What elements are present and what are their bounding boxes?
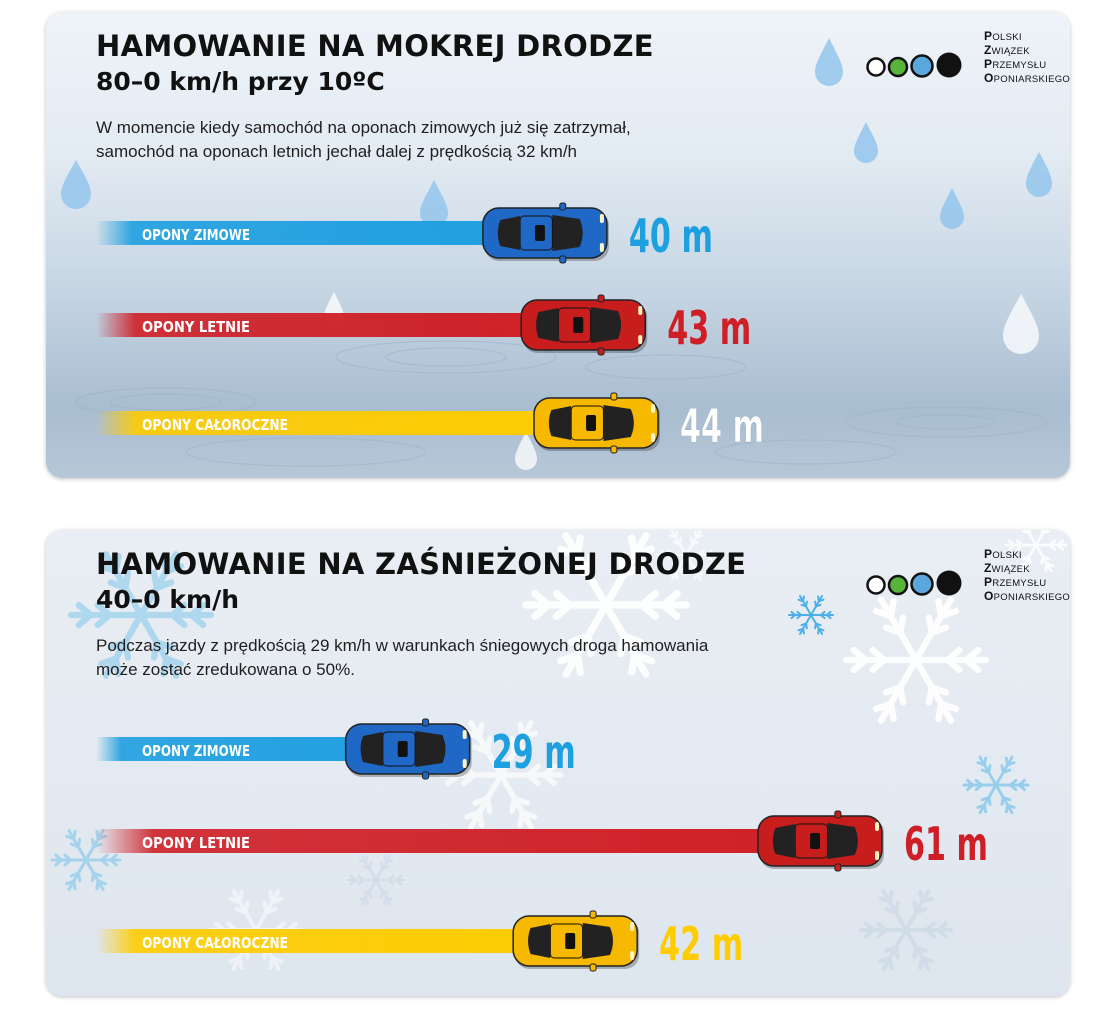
description-line: może zostać zredukowana o 50%.: [96, 660, 355, 679]
car-icon: [512, 910, 640, 972]
car-icon: [757, 810, 884, 872]
snowflake-icon: [1004, 530, 1068, 573]
car-icon: [533, 392, 660, 454]
tire-type-label: OPONY ZIMOWE: [142, 226, 250, 244]
pzpo-logo: POLSKI ZWIĄZEK PRZEMYSŁU OPONIARSKIEGO: [864, 548, 1070, 608]
page-title: HAMOWANIE NA ZAŚNIEŻONEJ DRODZE: [96, 547, 747, 581]
distance-bar: [96, 829, 822, 853]
logo-circles-icon: [866, 570, 962, 596]
raindrop-icon: [1026, 152, 1052, 197]
snowflake-icon: [858, 888, 954, 972]
description-line: W momencie kiedy samochód na oponach zim…: [96, 118, 631, 137]
pzpo-logo: POLSKI ZWIĄZEK PRZEMYSŁU OPONIARSKIEGO: [864, 30, 1070, 90]
description-line: Podczas jazdy z prędkością 29 km/h w war…: [96, 636, 709, 655]
car-icon: [482, 202, 609, 264]
snow-braking-chart: OPONY ZIMOWE 29 m OPONY LETNIE 61 m OPONY CA…: [96, 718, 988, 972]
tire-type-label: OPONY CAŁOROCZNE: [142, 416, 288, 434]
tire-type-label: OPONY LETNIE: [142, 318, 250, 336]
description-line: samochód na oponach letnich jechał dalej…: [96, 142, 578, 161]
distance-value-label: 44 m: [680, 399, 764, 453]
raindrop-icon: [61, 160, 91, 209]
description: W momencie kiedy samochód na oponach zim…: [96, 116, 816, 164]
tire-type-label: OPONY CAŁOROCZNE: [142, 934, 288, 952]
snowflake-icon: [346, 854, 406, 906]
distance-bar: [96, 313, 586, 337]
subtitle: 80–0 km/h przy 10ºC: [96, 67, 385, 96]
snowflake-icon: [788, 594, 834, 636]
wet-road-panel: HAMOWANIE NA MOKREJ DRODZE 80–0 km/h prz…: [46, 12, 1070, 478]
logo-text: POLSKI ZWIĄZEK PRZEMYSŁU OPONIARSKIEGO: [984, 29, 1070, 85]
snowflake-icon: [962, 755, 1030, 815]
snowflake-icon: [67, 551, 215, 679]
tire-type-label: OPONY ZIMOWE: [142, 742, 250, 760]
snowflake-icon: [656, 530, 716, 581]
logo-circles-icon: [866, 52, 962, 78]
subtitle: 40–0 km/h: [96, 585, 239, 614]
distance-value-label: 42 m: [659, 917, 743, 971]
raindrop-icon: [515, 432, 537, 470]
distance-value-label: 40 m: [629, 209, 713, 263]
rain-background: [61, 38, 1052, 470]
raindrop-icon: [1003, 294, 1039, 354]
snowflake-icon: [522, 532, 690, 678]
distance-value-label: 29 m: [492, 725, 576, 779]
distance-value-label: 43 m: [667, 301, 751, 355]
distance-bar: [96, 411, 598, 435]
car-icon: [520, 294, 648, 356]
snowflake-icon: [438, 720, 564, 830]
raindrop-icon: [420, 180, 448, 227]
raindrop-icon: [940, 188, 964, 229]
snow-road-panel: HAMOWANIE NA ZAŚNIEŻONEJ DRODZE 40–0 km/…: [46, 530, 1070, 996]
snowflake-icon: [842, 596, 990, 724]
page-title: HAMOWANIE NA MOKREJ DRODZE: [96, 29, 654, 63]
wet-braking-chart: OPONY ZIMOWE 40 m OPONY LETNIE 43 m OPONY CA…: [96, 202, 764, 454]
distance-bar: [96, 929, 578, 953]
car-icon: [344, 718, 472, 780]
distance-bar: [96, 221, 547, 245]
tire-type-label: OPONY LETNIE: [142, 834, 250, 852]
raindrop-icon: [815, 38, 843, 86]
snow-background: [50, 530, 1068, 972]
description: Podczas jazdy z prędkością 29 km/h w war…: [96, 634, 816, 682]
distance-value-label: 61 m: [904, 817, 988, 871]
logo-text: POLSKI ZWIĄZEK PRZEMYSŁU OPONIARSKIEGO: [984, 547, 1070, 603]
raindrop-icon: [854, 122, 878, 163]
